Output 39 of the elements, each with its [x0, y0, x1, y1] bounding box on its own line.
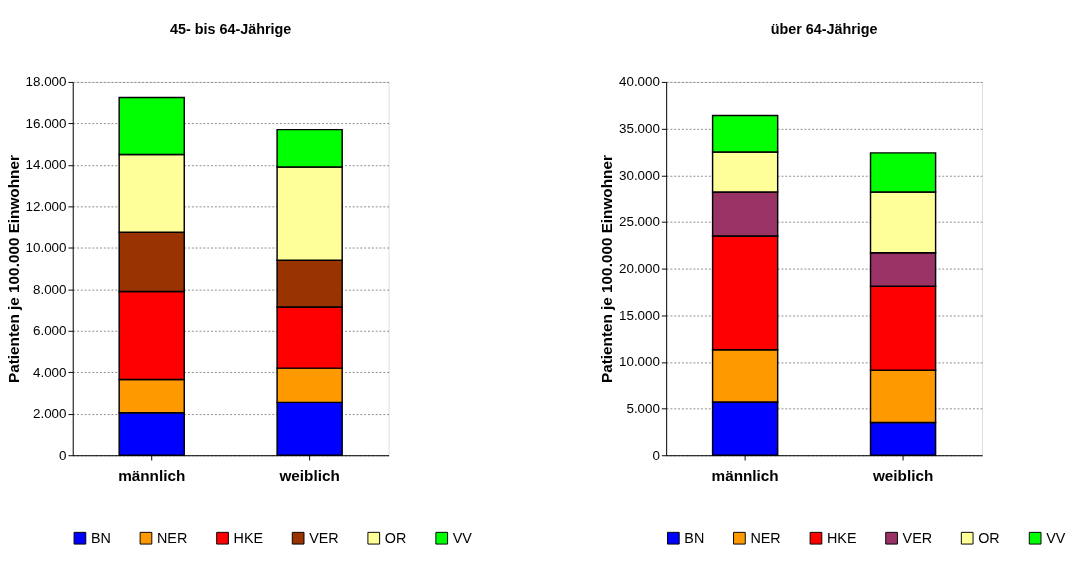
legend-label: HKE	[826, 530, 857, 546]
x-tick-label: männlich	[711, 466, 779, 484]
x-tick-label: weiblich	[871, 466, 934, 484]
y-tick-label: 20.000	[618, 260, 660, 276]
chart-title: über 64-Jährige	[770, 21, 878, 38]
legend-label: OR	[978, 530, 1000, 546]
y-tick-label: 0	[652, 447, 660, 463]
y-tick-label: 30.000	[618, 167, 660, 183]
y-tick-label: 25.000	[618, 214, 660, 230]
legend-label: NER	[750, 530, 781, 546]
y-tick-label: 10.000	[618, 354, 660, 370]
legend-label: BN	[684, 530, 705, 546]
legend-label: VER	[309, 530, 339, 546]
legend-label: VER	[902, 530, 933, 546]
y-tick-label: 15.000	[618, 307, 660, 323]
y-tick-label: 0	[59, 447, 67, 463]
y-tick-label: 18.000	[25, 74, 67, 90]
x-tick-label: männlich	[118, 466, 186, 484]
y-tick-label: 14.000	[25, 157, 67, 173]
y-tick-label: 10.000	[25, 240, 67, 256]
y-tick-label: 6.000	[33, 323, 67, 339]
legend-label: OR	[384, 530, 407, 546]
y-tick-label: 35.000	[618, 120, 660, 136]
legend-label: VV	[1046, 530, 1066, 546]
legend-label: VV	[452, 530, 473, 546]
y-axis-title: Patienten je 100.000 Einwohner	[4, 155, 22, 383]
y-tick-label: 12.000	[25, 198, 67, 214]
legend-label: BN	[90, 530, 111, 546]
chart-title: 45- bis 64-Jährige	[170, 21, 292, 38]
y-tick-label: 5.000	[626, 400, 660, 416]
y-axis-title: Patienten je 100.000 Einwohner	[598, 155, 616, 383]
y-tick-label: 40.000	[618, 74, 660, 90]
legend-label: NER	[156, 530, 188, 546]
legend-label: HKE	[233, 530, 264, 546]
y-tick-label: 8.000	[33, 281, 67, 297]
y-tick-label: 2.000	[33, 406, 67, 422]
x-tick-label: weiblich	[278, 466, 340, 484]
y-tick-label: 4.000	[33, 364, 67, 380]
y-tick-label: 16.000	[25, 115, 67, 131]
